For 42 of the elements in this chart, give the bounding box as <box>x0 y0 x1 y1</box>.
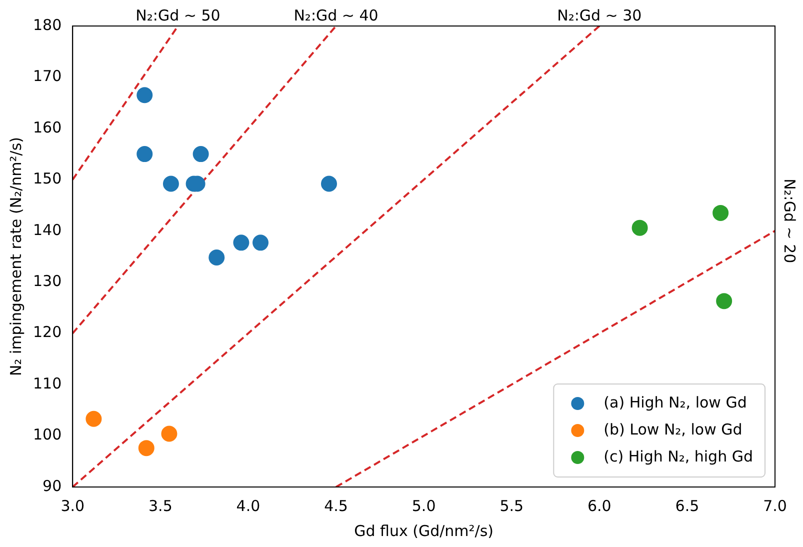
series-label: N₂:Gd ~ 40 <box>294 6 378 24</box>
x-axis-title: Gd flux (Gd/nm²/s) <box>354 522 494 540</box>
point <box>320 176 337 192</box>
y-tick-label: 140 <box>32 220 62 239</box>
y-tick-label: 160 <box>32 118 62 136</box>
point <box>208 250 225 266</box>
point <box>712 204 729 221</box>
y-tick-label: 100 <box>32 426 62 444</box>
x-tick-label: 7.0 <box>763 496 787 515</box>
point <box>716 293 732 310</box>
point <box>138 440 154 456</box>
point <box>86 410 102 427</box>
x-tick-label: 3.0 <box>60 496 85 515</box>
y-axis-title: N₂ impingement rate (N₂/nm²/s) <box>6 137 25 376</box>
y-tick-label: 170 <box>32 67 62 86</box>
y-tick-label: 130 <box>32 272 62 290</box>
point <box>252 234 269 251</box>
x-tick-label: 5.0 <box>412 496 436 515</box>
x-tick-label: 6.0 <box>587 496 612 515</box>
y-tick-label: 90 <box>42 476 62 495</box>
x-tick-label: 5.5 <box>500 496 524 515</box>
y-tick-label: 120 <box>32 323 62 342</box>
x-tick-label: 4.0 <box>236 496 260 515</box>
point <box>161 426 178 442</box>
legend-label: (c) High N₂, high Gd <box>604 447 754 466</box>
point <box>162 176 179 192</box>
point <box>136 146 153 162</box>
legend-label: (b) Low N₂, low Gd <box>604 420 742 438</box>
y-tick-label: 110 <box>32 374 62 392</box>
series-label: N₂:Gd ~ 30 <box>557 6 642 24</box>
x-tick-label: 3.5 <box>148 496 172 515</box>
x-tick-label: 6.5 <box>675 496 700 515</box>
y-tick-label: 180 <box>32 16 62 34</box>
legend-label: (a) High N₂, low Gd <box>604 393 747 412</box>
y-tick-label: 150 <box>32 170 62 188</box>
point <box>192 146 209 162</box>
text: N₂:Gd ~ 20 <box>780 178 799 264</box>
x-tick-label: 4.5 <box>324 496 348 515</box>
point <box>233 234 250 251</box>
point <box>632 220 648 236</box>
point <box>136 87 153 104</box>
series-label: N₂:Gd ~ 50 <box>136 6 220 24</box>
